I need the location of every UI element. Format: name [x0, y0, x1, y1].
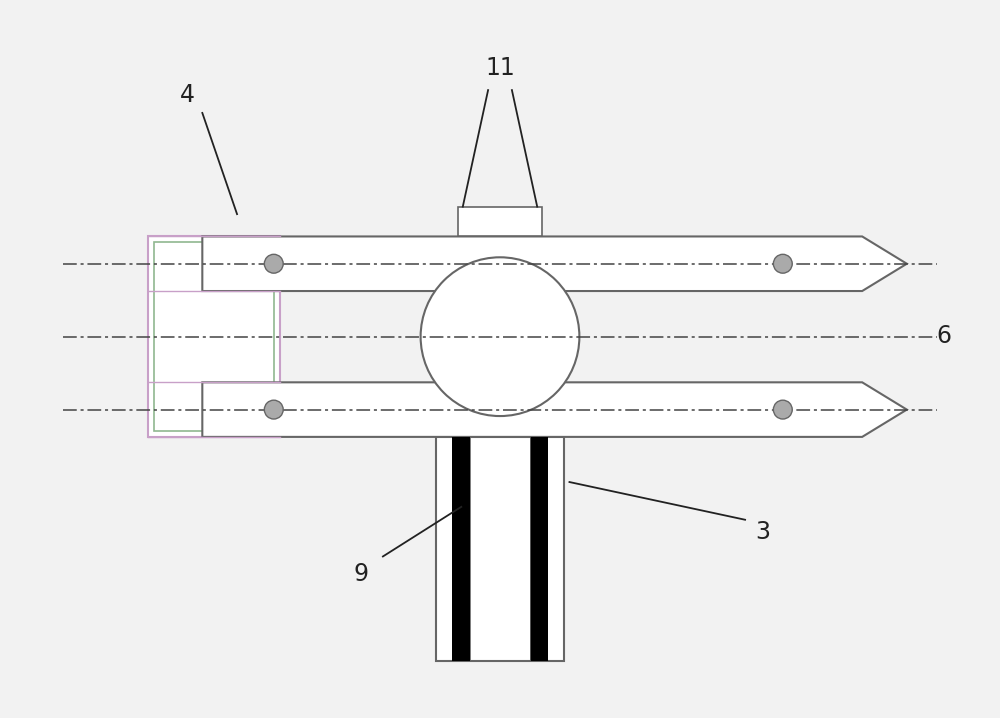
- Circle shape: [264, 254, 283, 273]
- Bar: [148, 236, 280, 437]
- Bar: [154, 243, 274, 431]
- Text: 3: 3: [755, 520, 770, 544]
- Circle shape: [264, 400, 283, 419]
- Text: 9: 9: [354, 562, 369, 587]
- Bar: [530, 437, 548, 661]
- Circle shape: [421, 257, 579, 416]
- Bar: [470, 437, 530, 661]
- Circle shape: [773, 254, 792, 273]
- Polygon shape: [202, 236, 907, 291]
- Bar: [458, 207, 542, 236]
- Text: 6: 6: [937, 325, 952, 348]
- Circle shape: [773, 400, 792, 419]
- Bar: [452, 437, 470, 661]
- Polygon shape: [202, 382, 907, 437]
- Text: 4: 4: [180, 83, 195, 107]
- Bar: [436, 437, 564, 661]
- Text: 11: 11: [485, 56, 515, 80]
